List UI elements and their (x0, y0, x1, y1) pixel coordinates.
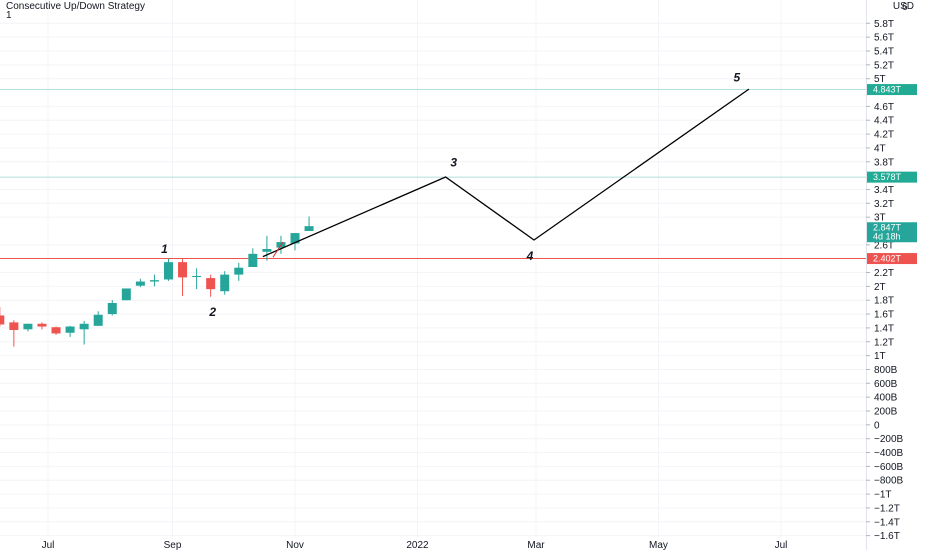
price-badge-label: 4.843T (873, 85, 902, 95)
y-tick-label: 200B (874, 407, 898, 418)
x-tick-label: 2022 (406, 540, 429, 550)
candle-body (206, 278, 216, 290)
y-tick-label: 1.6T (874, 310, 894, 321)
candle-body (192, 276, 202, 277)
candle-body (107, 303, 117, 315)
y-tick-label: 5.6T (874, 33, 894, 44)
candle-body (121, 288, 131, 301)
y-tick-label: −1T (874, 490, 892, 501)
x-tick-label: May (649, 540, 668, 550)
y-tick-label: 0 (874, 420, 880, 431)
y-tick-label: −600B (874, 462, 904, 473)
y-tick-label: 1T (874, 351, 886, 362)
x-tick-label: Nov (286, 540, 304, 550)
y-tick-label: 2.6T (874, 240, 894, 251)
candle-body (9, 322, 19, 330)
candle-body (220, 274, 230, 292)
projection-line (262, 88, 750, 258)
y-tick-label: 4.6T (874, 102, 894, 113)
candle-body (79, 323, 89, 330)
y-tick-label: 4.4T (874, 116, 894, 127)
candlesticks (0, 216, 314, 347)
candle-body (234, 267, 244, 275)
price-badge (867, 253, 917, 265)
candle-body (0, 315, 5, 325)
candle-body (93, 314, 103, 326)
y-tick-label: 3.2T (874, 199, 894, 210)
price-badge-label: 3.578T (873, 172, 902, 182)
y-tick-label: 2T (874, 282, 886, 293)
wave-label: 2 (208, 305, 216, 319)
y-tick-label: 5.8T (874, 19, 894, 30)
y-tick-label: 2.2T (874, 268, 894, 279)
trend-tick (272, 241, 284, 258)
candle-body (37, 323, 47, 327)
candle-body (262, 249, 272, 252)
candle-body (51, 327, 61, 334)
candle-body (149, 280, 159, 282)
price-badge-countdown: 4d 18h (873, 232, 901, 242)
level-lines (0, 89, 866, 260)
price-badge (867, 84, 917, 96)
candle-body (135, 281, 145, 286)
y-top-tick-label: 6 (902, 2, 908, 13)
candle-body (304, 226, 314, 231)
wave-label: 5 (733, 70, 740, 84)
y-tick-label: 4T (874, 143, 886, 154)
candle-body (65, 326, 75, 333)
y-tick-label: 5T (874, 74, 886, 85)
y-tick-label: −200B (874, 434, 904, 445)
y-tick-label: 800B (874, 365, 898, 376)
y-tick-label: 4.2T (874, 130, 894, 141)
y-tick-label: 3.8T (874, 157, 894, 168)
wave-labels: 1 2 3 4 5 (161, 70, 740, 319)
candle-body (290, 233, 300, 244)
currency-label[interactable]: USD (892, 1, 914, 12)
y-tick-label: 1.2T (874, 337, 894, 348)
strategy-title[interactable]: Consecutive Up/Down Strategy (6, 1, 145, 12)
y-tick-label: −1.6T (874, 531, 900, 542)
y-tick-label: 400B (874, 393, 898, 404)
grid (0, 0, 866, 537)
wave-label: 1 (161, 242, 168, 256)
wave-label: 3 (450, 155, 457, 169)
y-tick-label: −400B (874, 448, 904, 459)
x-tick-label: Jul (42, 540, 55, 550)
strategy-param: 1 (6, 10, 12, 21)
y-tick-label: −1.4T (874, 517, 900, 528)
price-badge-label: 2.847T (873, 223, 902, 233)
price-badge (867, 222, 917, 243)
y-tick-label: 1.4T (874, 323, 894, 334)
x-tick-label: Sep (164, 540, 182, 550)
projection-drawing (262, 88, 750, 258)
candle-body (163, 262, 173, 280)
y-tick-label: 600B (874, 379, 898, 390)
price-badge (867, 171, 917, 183)
y-tick-label: 1.8T (874, 296, 894, 307)
y-tick-label: 3T (874, 213, 886, 224)
y-tick-label: 3.4T (874, 185, 894, 196)
candle-body (248, 253, 258, 267)
x-tick-label: Jul (775, 540, 788, 550)
y-tick-label: 5.4T (874, 47, 894, 58)
y-tick-label: 5.2T (874, 60, 894, 71)
y-tick-label: −800B (874, 476, 904, 487)
x-axis[interactable]: Jul Sep Nov 2022 Mar May Jul (42, 540, 788, 550)
y-tick-label: −1.2T (874, 503, 900, 514)
price-badge-label: 2.402T (873, 254, 902, 264)
y-axis[interactable]: 5.8T 5.6T 5.4T 5.2T 5T 4.6T 4.4T 4.2T 4T 3.8T 3.4T… (866, 2, 908, 542)
candle-body (178, 262, 188, 278)
wave-label: 4 (526, 249, 534, 263)
x-tick-label: Mar (527, 540, 545, 550)
candle-body (23, 323, 33, 330)
